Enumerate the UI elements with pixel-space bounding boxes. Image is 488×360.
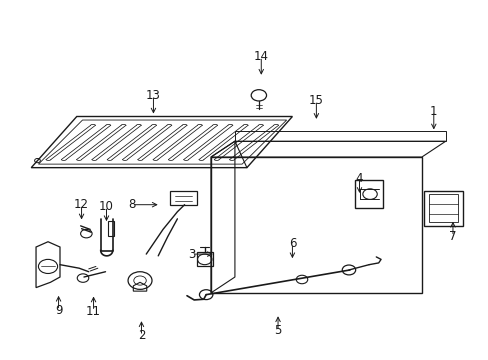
Text: 5: 5	[274, 324, 281, 337]
Text: 11: 11	[86, 305, 101, 318]
Text: 10: 10	[99, 200, 114, 213]
Text: 6: 6	[288, 237, 296, 250]
Text: 2: 2	[138, 329, 145, 342]
Text: 15: 15	[308, 94, 323, 107]
Text: 1: 1	[429, 105, 437, 118]
Text: 3: 3	[188, 248, 195, 261]
Text: 9: 9	[55, 304, 62, 317]
Text: 7: 7	[448, 230, 456, 243]
Text: 8: 8	[128, 198, 135, 211]
Text: 13: 13	[146, 89, 161, 102]
Text: 12: 12	[74, 198, 89, 211]
Text: 4: 4	[355, 172, 363, 185]
Text: 14: 14	[253, 50, 268, 63]
